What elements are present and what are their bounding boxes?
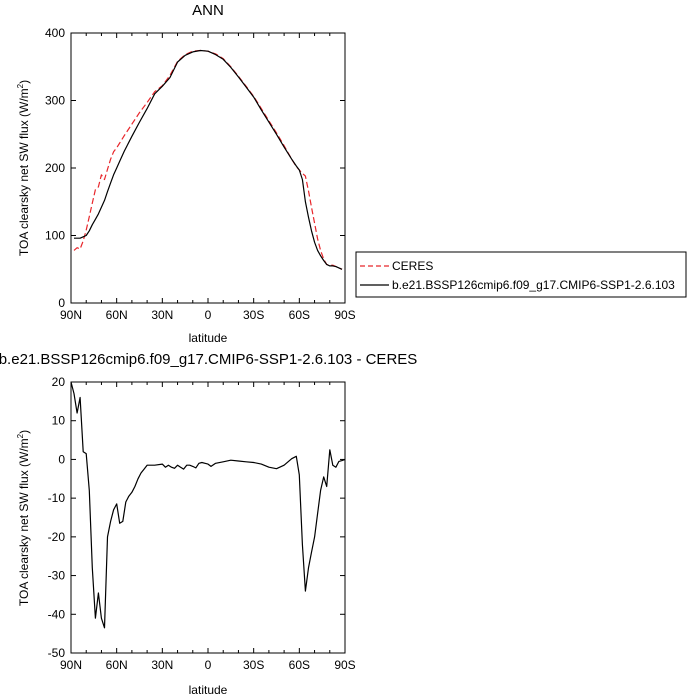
top-xtick-label: 90S <box>334 308 355 322</box>
top-ytick-label: 0 <box>58 296 65 310</box>
bottom-xtick-label: 30S <box>243 658 264 672</box>
bottom-ytick-label: -10 <box>48 491 66 505</box>
bottom-xtick-label: 0 <box>205 658 212 672</box>
legend-model-label: b.e21.BSSP126cmip6.f09_g17.CMIP6-SSP1-2.… <box>392 278 675 292</box>
top-series-line-ceres <box>73 49 343 270</box>
bottom-xtick-label: 90N <box>60 658 82 672</box>
top-chart-ylabel: TOA clearsky net SW flux (W/m2) <box>16 80 31 256</box>
top-xtick-label: 30S <box>243 308 264 322</box>
top-ytick-label: 100 <box>45 229 65 243</box>
bottom-chart-frame <box>70 381 346 654</box>
top-xtick-label: 60S <box>289 308 310 322</box>
top-xtick-label: 0 <box>205 308 212 322</box>
top-ytick-label: 400 <box>45 26 65 40</box>
bottom-ytick-label: 20 <box>52 375 66 389</box>
top-chart-xlabel: latitude <box>189 331 228 345</box>
bottom-chart-ticks: 90N 60N 30N 0 30S 60S 90S -50 -40 -30 -20 -10 0 10 20 <box>48 375 356 672</box>
top-chart: ANN 90N 60N 30N 0 30S 60S 90S 0 100 200 300 400 lat… <box>16 2 687 345</box>
bottom-ytick-label: 10 <box>52 414 66 428</box>
top-ytick-label: 200 <box>45 161 65 175</box>
bottom-ytick-label: -30 <box>48 569 66 583</box>
bottom-series-line-0 <box>70 381 346 629</box>
bottom-ytick-label: -50 <box>48 646 66 660</box>
top-xtick-label: 60N <box>106 308 128 322</box>
bottom-xtick-label: 30N <box>151 658 173 672</box>
bottom-chart-ylabel: TOA clearsky net SW flux (W/m2) <box>16 430 31 606</box>
top-chart-ticks: 90N 60N 30N 0 30S 60S 90S 0 100 200 300 400 <box>45 26 356 322</box>
bottom-xtick-label: 90S <box>334 658 355 672</box>
bottom-chart-series <box>70 381 346 629</box>
bottom-xtick-label: 60S <box>289 658 310 672</box>
top-chart-series <box>73 49 343 270</box>
legend-ceres-label: CERES <box>392 259 433 273</box>
top-xtick-label: 90N <box>60 308 82 322</box>
bottom-chart-title: b.e21.BSSP126cmip6.f09_g17.CMIP6-SSP1-2.… <box>0 351 417 368</box>
top-chart-title: ANN <box>192 2 224 19</box>
top-series-line-b-e21-bssp126cmip6-f09-g <box>74 49 343 270</box>
top-ytick-label: 300 <box>45 94 65 108</box>
bottom-ytick-label: -40 <box>48 607 66 621</box>
top-chart-frame <box>70 32 346 304</box>
top-chart-legend: CERES b.e21.BSSP126cmip6.f09_g17.CMIP6-S… <box>355 251 687 298</box>
bottom-chart-xlabel: latitude <box>189 683 228 697</box>
top-xtick-label: 30N <box>151 308 173 322</box>
bottom-ytick-label: -20 <box>48 530 66 544</box>
bottom-xtick-label: 60N <box>106 658 128 672</box>
legend-box <box>355 251 687 298</box>
bottom-chart: b.e21.BSSP126cmip6.f09_g17.CMIP6-SSP1-2.… <box>0 351 417 697</box>
bottom-ytick-label: 0 <box>58 452 65 466</box>
